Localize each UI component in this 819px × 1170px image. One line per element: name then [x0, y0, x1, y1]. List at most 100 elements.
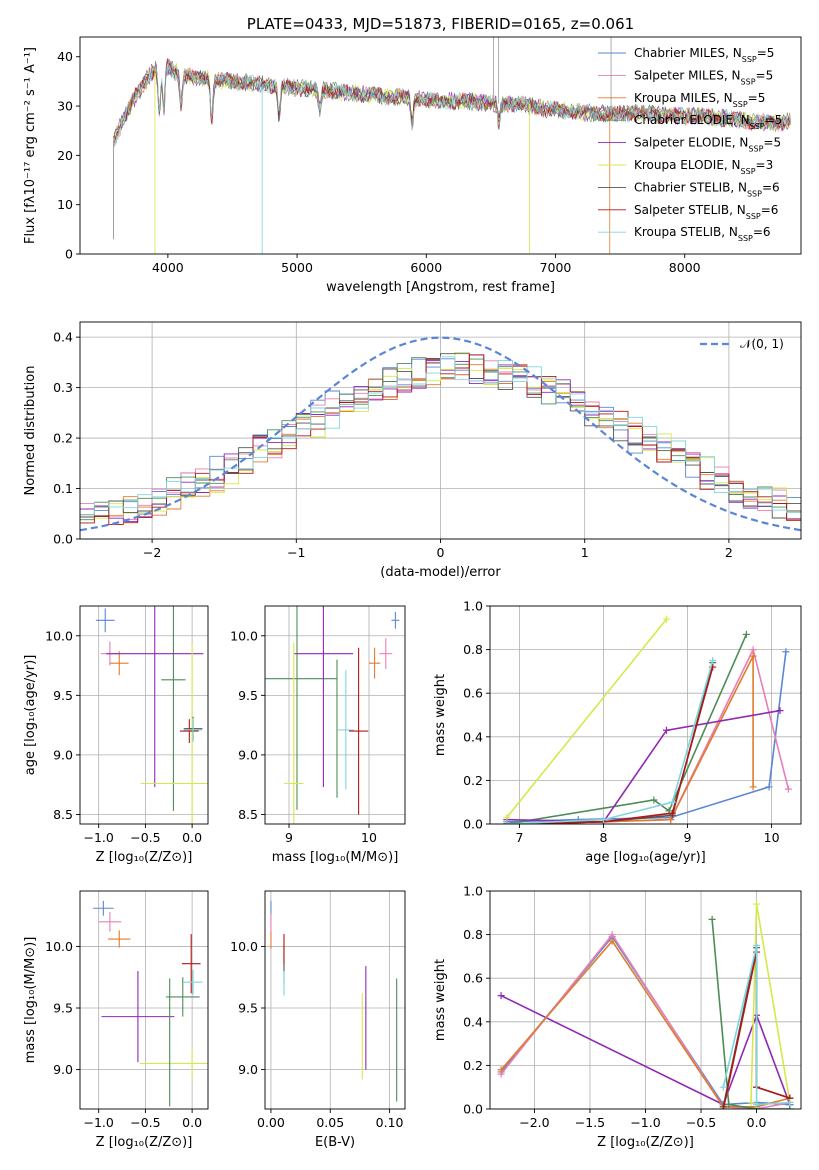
weight-marker	[663, 726, 671, 734]
y-tick-label: 9.5	[53, 688, 73, 703]
y-tick-label: 0	[65, 247, 73, 262]
y-tick-label: 1.0	[463, 884, 483, 899]
legend-entry: Chabrier ELODIE, NSSP=5	[634, 113, 782, 131]
y-tick-label: 0.4	[53, 330, 73, 345]
y-tick-label: 30	[57, 99, 73, 114]
x-axis-label: E(B-V)	[315, 1135, 355, 1150]
plot-area	[113, 37, 791, 254]
x-tick-label: 10	[764, 830, 780, 845]
x-tick-label: 0.05	[316, 1115, 344, 1130]
error-bar-point	[108, 930, 131, 948]
error-bar-point	[140, 642, 208, 824]
error-bar-point	[349, 647, 369, 815]
x-tick-label: 2	[725, 545, 733, 560]
y-axis-label: mass weight	[433, 674, 448, 756]
axes-frame	[264, 890, 406, 1110]
weight-marker	[668, 809, 676, 817]
error-bar-point	[179, 719, 199, 743]
y-tick-label: 20	[57, 148, 73, 163]
y-tick-label: 0.1	[53, 481, 73, 496]
y-tick-label: 0.2	[463, 773, 483, 788]
spectrum-line	[113, 63, 791, 145]
plot-area	[95, 606, 208, 824]
legend-entry: Chabrier MILES, NSSP=5	[634, 46, 774, 64]
weight-marker	[719, 1083, 727, 1091]
weight-marker	[497, 992, 505, 1000]
axes-frame	[489, 890, 802, 1110]
weight-marker	[776, 707, 784, 715]
x-tick-label: 9	[285, 830, 293, 845]
error-bar-point	[391, 611, 400, 629]
y-tick-label: 0.8	[463, 927, 483, 942]
error-bar-point	[183, 717, 203, 742]
error-bar-point	[98, 911, 122, 932]
y-axis-label: Normed distribution	[23, 366, 38, 496]
y-axis-label: mass weight	[433, 959, 448, 1041]
error-bar-point	[165, 977, 200, 1017]
weight-marker	[708, 915, 716, 923]
error-bar-point	[106, 606, 204, 788]
x-tick-label: −1	[287, 545, 305, 560]
weight-marker	[663, 615, 671, 623]
weight-marker	[608, 931, 616, 939]
weight-marker	[749, 646, 757, 654]
y-tick-label: 0.0	[463, 817, 483, 832]
x-tick-label: 0.0	[747, 1115, 767, 1130]
weight-marker	[753, 942, 761, 949]
y-tick-label: 10	[57, 197, 73, 212]
error-bar-point	[183, 969, 203, 995]
weight-marker	[786, 1098, 794, 1106]
y-axis-label: age [log₁₀(age/yr)]	[23, 655, 38, 776]
y-tick-label: 0.4	[463, 729, 483, 744]
x-tick-label: 4000	[152, 260, 184, 275]
error-bar-point	[95, 608, 115, 633]
weight-line	[506, 660, 714, 824]
x-tick-label: −1.5	[575, 1115, 605, 1130]
panel-residuals: −2 −1 0 1 2 0.0 0.1 0.2 0.3 0.4 (data-model)/error…	[23, 321, 802, 580]
weight-marker	[749, 652, 757, 660]
x-tick-label: 1	[581, 545, 589, 560]
x-tick-label: 0.00	[257, 1115, 285, 1130]
weight-marker	[668, 798, 676, 806]
x-tick-label: −2	[143, 545, 161, 560]
weight-marker	[784, 785, 792, 793]
x-tick-label: −1.0	[630, 1115, 660, 1130]
x-tick-label: 7	[515, 830, 523, 845]
plot-area	[503, 615, 792, 824]
x-tick-label: −0.5	[130, 1115, 160, 1130]
x-tick-label: 7000	[540, 260, 572, 275]
weight-line	[506, 662, 714, 824]
axes-frame	[264, 605, 406, 825]
weight-marker	[503, 820, 511, 824]
y-tick-label: 0.8	[463, 642, 483, 657]
x-tick-label: 0.0	[182, 1115, 202, 1130]
error-bar-point	[293, 606, 353, 788]
weight-line	[506, 655, 754, 824]
weight-marker	[749, 783, 757, 791]
axes-frame	[489, 605, 802, 825]
y-tick-label: 9.0	[238, 1062, 258, 1077]
legend: Chabrier MILES, NSSP=5 Salpeter MILES, NS…	[598, 46, 782, 243]
error-bar-point	[284, 642, 304, 824]
weight-marker	[709, 657, 717, 664]
x-tick-label: 6000	[410, 260, 442, 275]
legend-entry: Kroupa STELIB, NSSP=6	[634, 225, 771, 243]
weight-marker	[753, 1101, 761, 1109]
weight-line	[506, 666, 714, 824]
plot-area	[93, 900, 208, 1107]
y-tick-label: 0.4	[463, 1014, 483, 1029]
y-tick-label: 0.0	[463, 1102, 483, 1117]
panel-age_vs_mass: 9 10 8.5 9.0 9.5 10.0 mass [log₁₀(M/M⊙)]	[230, 605, 406, 865]
weight-line	[500, 994, 791, 1106]
y-tick-label: 0.6	[463, 971, 483, 986]
legend-entry: 𝒩(0, 1)	[740, 337, 784, 351]
y-tick-label: 0.2	[53, 431, 73, 446]
legend-entry: Salpeter ELODIE, NSSP=5	[634, 136, 781, 154]
panel-spectrum: 4000 5000 6000 7000 8000 0 10 20 30 40 wavelength …	[23, 15, 802, 295]
axes-frame	[79, 321, 802, 540]
y-tick-label: 10.0	[45, 939, 73, 954]
plot-area	[270, 900, 398, 1102]
weight-line	[722, 945, 790, 1106]
weight-marker	[742, 630, 750, 638]
error-bar-point	[139, 1048, 208, 1079]
